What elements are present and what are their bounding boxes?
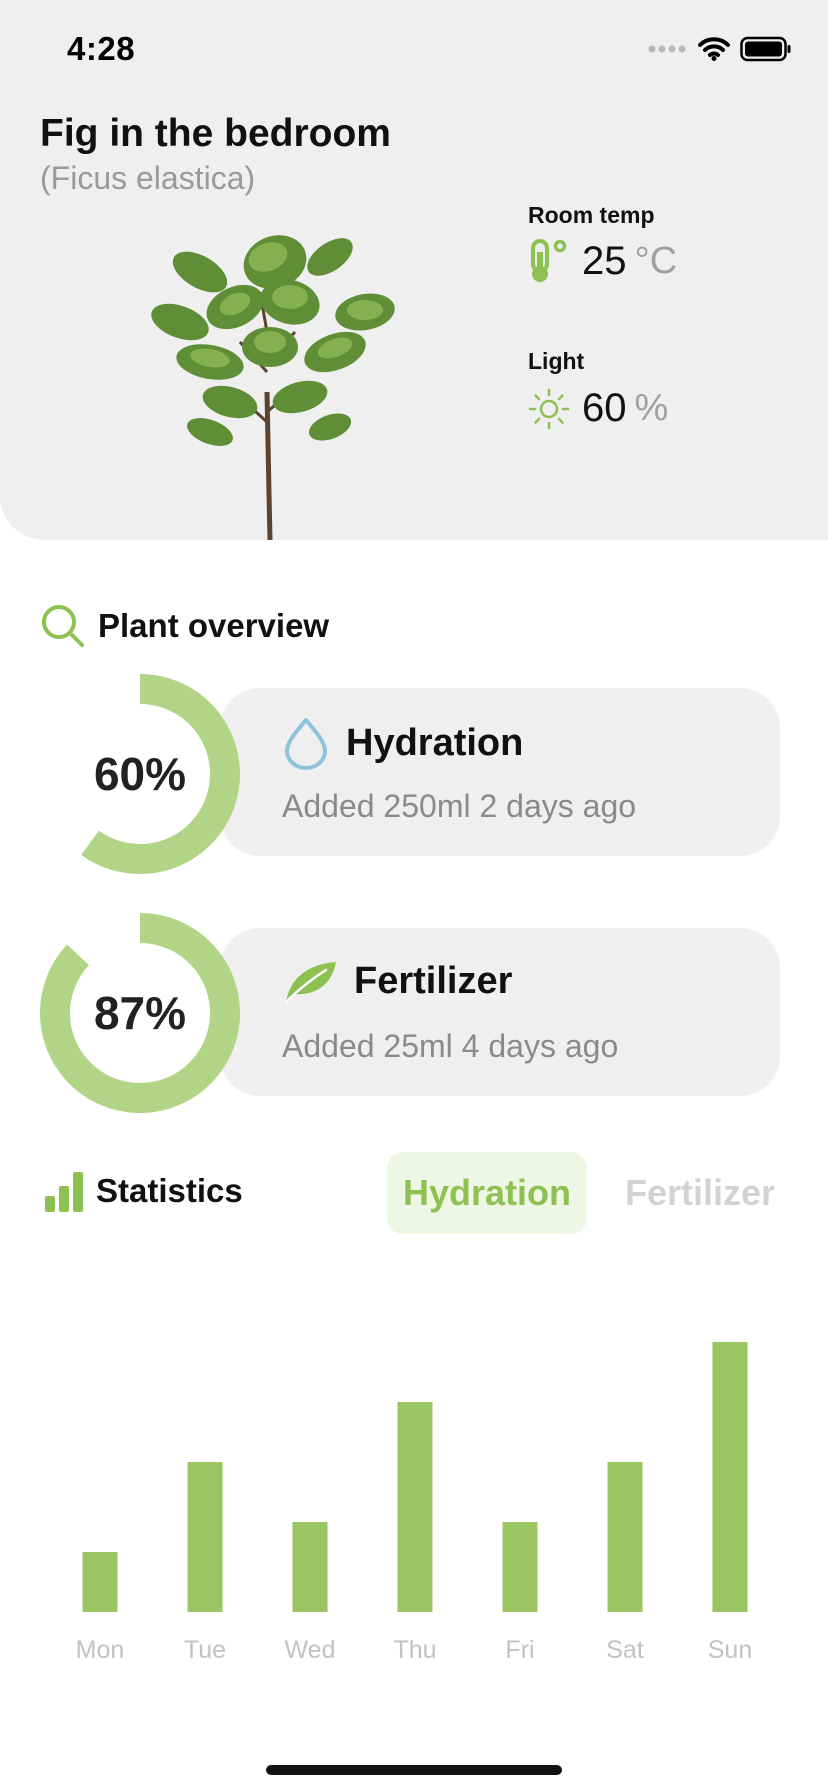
bar-chart-icon [45, 1172, 83, 1212]
water-drop-icon [285, 718, 327, 770]
bar-thu [397, 1402, 433, 1612]
tab-fertilizer[interactable]: Fertilizer [624, 1172, 776, 1213]
light-value-row: 60 % [528, 386, 668, 431]
x-tick-label: Sun [708, 1636, 752, 1664]
leaf-icon [284, 962, 336, 1004]
fertilizer-card[interactable]: Fertilizer Added 25ml 4 days ago [220, 928, 780, 1096]
x-tick-label: Tue [184, 1636, 226, 1664]
plant-header: 4:28 Fig in the bedroom (Ficus elastica) [0, 0, 828, 540]
room-temp-value-row: 25 °C [528, 238, 677, 284]
hydration-subtitle: Added 250ml 2 days ago [282, 788, 637, 824]
thermometer-icon [531, 239, 567, 282]
x-tick-label: Wed [285, 1636, 336, 1664]
plant-image [151, 235, 395, 540]
hydration-percent: 60% [94, 748, 186, 800]
room-temp-unit: °C [634, 239, 678, 282]
fertilizer-title: Fertilizer [354, 959, 513, 1002]
wifi-icon [698, 37, 730, 61]
plant-overview-title: Plant overview [98, 607, 330, 644]
room-temp-label: Room temp [528, 202, 655, 228]
x-tick-label: Thu [393, 1636, 436, 1664]
hydration-progress-ring: 60% [40, 674, 240, 874]
plant-overview-heading: Plant overview [40, 603, 329, 649]
x-tick-label: Fri [505, 1636, 534, 1664]
bar-sun [712, 1342, 748, 1612]
room-temp-value: 25 [582, 238, 627, 283]
plant-scientific-name: (Ficus elastica) [40, 160, 256, 196]
hydration-bar-chart: Mon Tue Wed Thu Fri Sat Sun [76, 1342, 752, 1664]
sun-icon [528, 388, 570, 429]
statistics-heading: Statistics [44, 1168, 243, 1214]
tab-hydration[interactable]: Hydration [387, 1152, 587, 1234]
fertilizer-percent: 87% [94, 987, 186, 1039]
light-value: 60 [582, 386, 627, 430]
bar-wed [292, 1522, 328, 1612]
x-tick-label: Mon [76, 1636, 125, 1664]
fertilizer-subtitle: Added 25ml 4 days ago [282, 1028, 619, 1064]
bar-fri [502, 1522, 538, 1612]
statistics-title: Statistics [96, 1172, 243, 1209]
battery-icon [740, 36, 791, 62]
fertilizer-progress-ring: 87% [40, 913, 240, 1113]
plant-name: Fig in the bedroom [40, 112, 391, 155]
signal-icon [648, 45, 686, 53]
status-time: 4:28 [67, 30, 136, 67]
x-tick-label: Sat [606, 1636, 644, 1664]
bar-tue [187, 1462, 223, 1612]
status-icons [648, 36, 792, 62]
light-unit: % [634, 387, 669, 429]
search-icon [42, 605, 84, 647]
hydration-card[interactable]: Hydration Added 250ml 2 days ago [220, 688, 780, 856]
bar-mon [82, 1552, 118, 1612]
bar-sat [607, 1462, 643, 1612]
light-label: Light [528, 348, 585, 374]
hydration-title: Hydration [346, 721, 524, 764]
home-indicator[interactable] [266, 1765, 562, 1775]
